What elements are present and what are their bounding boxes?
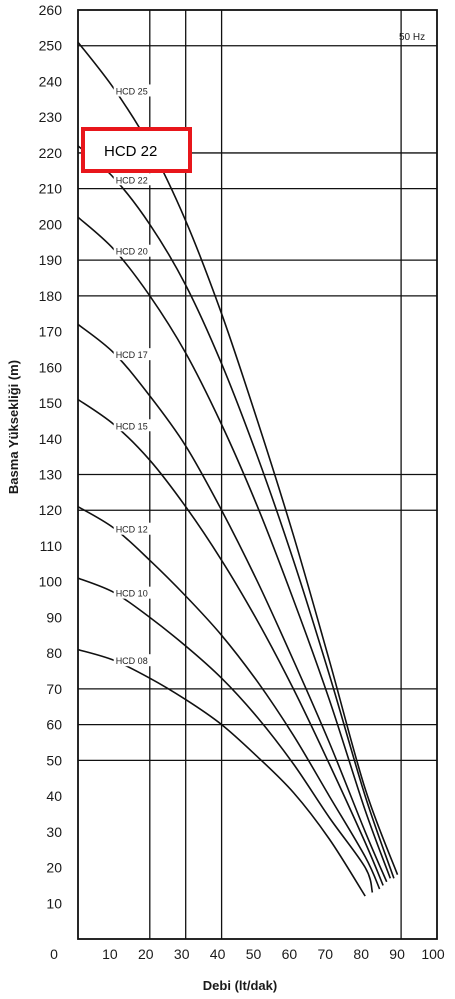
x-tick-label: 20 <box>138 946 154 962</box>
curve-hcd-22 <box>77 145 395 879</box>
y-tick-label: 250 <box>39 38 63 54</box>
y-tick-label: 210 <box>39 181 63 197</box>
y-tick-label: 240 <box>39 73 63 89</box>
plot-border <box>77 9 438 940</box>
curve-label-hcd-20: HCD 20 <box>116 247 148 257</box>
curve-label-bg <box>113 84 156 97</box>
y-tick-label: 200 <box>39 216 63 232</box>
y-tick-label: 160 <box>39 359 63 375</box>
curve-label-hcd-10: HCD 10 <box>116 589 148 599</box>
y-tick-labels: 10 20 30 40 50 60 70 80 90 100 110 120 130 140 150 160 1… <box>39 2 63 911</box>
y-tick-label: 110 <box>40 538 63 554</box>
x-axis-label: Debi (lt/dak) <box>203 978 277 993</box>
y-tick-label: 90 <box>46 609 62 625</box>
y-tick-label: 10 <box>46 895 62 911</box>
curve-hcd-10 <box>77 577 374 893</box>
x-tick-labels: 0 10 20 30 40 50 60 70 80 90 100 <box>50 946 445 962</box>
curve-hcd-20 <box>77 216 392 879</box>
curve-label-bg <box>113 586 156 599</box>
x-tick-label: 40 <box>210 946 226 962</box>
x-tick-label: 0 <box>50 946 58 962</box>
y-tick-label: 220 <box>39 145 63 161</box>
y-tick-label: 60 <box>46 717 62 733</box>
curve-hcd-15 <box>77 398 384 886</box>
y-tick-label: 30 <box>46 824 62 840</box>
curve-label-hcd-08: HCD 08 <box>116 656 148 666</box>
y-tick-label: 150 <box>39 395 63 411</box>
callout-box <box>81 127 192 173</box>
curve-label-hcd-12: HCD 12 <box>116 525 148 535</box>
curve-hcd-12 <box>77 506 381 890</box>
curve-hcd-17 <box>77 323 388 883</box>
plot-frame <box>77 9 438 940</box>
curve-label-layer: HCD 08 HCD 10 HCD 12 HCD 15 HCD 17 HCD 20 HCD … <box>113 84 156 667</box>
x-tick-label: 30 <box>174 946 190 962</box>
y-tick-label: 170 <box>39 324 63 340</box>
curve-label-bg <box>113 654 156 667</box>
y-tick-label: 20 <box>46 860 62 876</box>
highlight-callout: HCD 22 <box>81 127 192 173</box>
y-tick-label: 50 <box>46 752 62 768</box>
curve-layer <box>77 41 399 897</box>
y-tick-label: 40 <box>46 788 62 804</box>
y-tick-label: 180 <box>39 288 63 304</box>
callout-text: HCD 22 <box>104 143 157 160</box>
y-tick-label: 80 <box>46 645 62 661</box>
x-tick-label: 70 <box>318 946 334 962</box>
x-tick-label: 60 <box>282 946 298 962</box>
curve-label-hcd-25: HCD 25 <box>116 86 148 96</box>
y-tick-label: 100 <box>39 574 63 590</box>
y-tick-label: 230 <box>39 109 63 125</box>
curve-label-bg <box>113 173 156 186</box>
y-tick-label: 120 <box>39 502 63 518</box>
x-tick-label: 80 <box>353 946 369 962</box>
y-tick-label: 140 <box>39 431 63 447</box>
y-tick-label: 130 <box>39 467 63 483</box>
curve-label-bg <box>113 348 156 361</box>
y-tick-label: 70 <box>46 681 62 697</box>
x-tick-label: 50 <box>246 946 262 962</box>
frequency-label: 50 Hz <box>399 32 425 43</box>
curve-label-bg <box>113 419 156 432</box>
curve-label-bg <box>113 522 156 535</box>
y-tick-label: 260 <box>39 2 63 18</box>
curve-label-hcd-22: HCD 22 <box>116 175 148 185</box>
x-tick-label: 90 <box>389 946 405 962</box>
y-tick-label: 190 <box>39 252 63 268</box>
x-tick-label: 10 <box>102 946 118 962</box>
curve-label-hcd-15: HCD 15 <box>116 421 148 431</box>
x-tick-label: 100 <box>421 946 445 962</box>
curve-label-bg <box>113 244 156 257</box>
y-axis-label: Basma Yüksekliği (m) <box>6 360 21 494</box>
curve-label-hcd-17: HCD 17 <box>116 350 148 360</box>
